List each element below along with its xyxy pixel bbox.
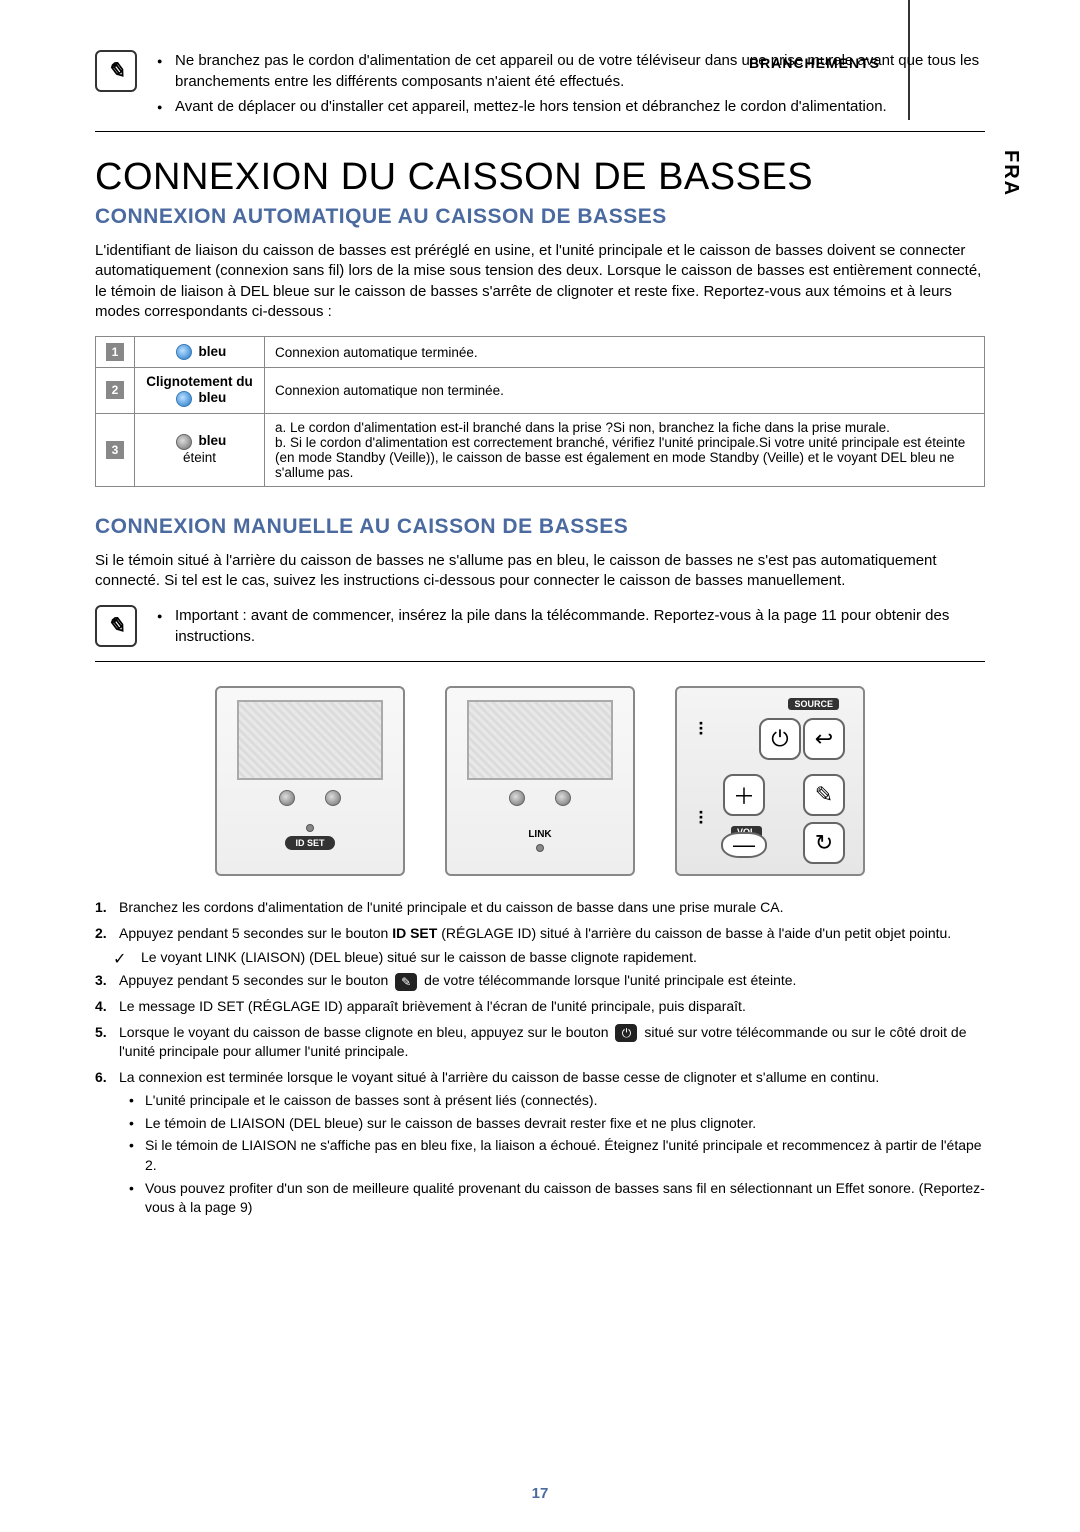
idset-label: ID SET [285, 836, 334, 850]
manual-note-box: ✎ Important : avant de commencer, insére… [95, 605, 985, 662]
source-icon: ↩ [803, 718, 845, 760]
led-state: bleu [135, 337, 265, 368]
step-6: 6.La connexion est terminée lorsque le v… [95, 1068, 985, 1218]
diagram-idset: ID SET [215, 686, 405, 876]
led-desc: a. Le cordon d'alimentation est-il branc… [265, 413, 985, 486]
note-icon: ✎ [95, 50, 137, 92]
sub-bullet: L'unité principale et le caisson de bass… [119, 1091, 985, 1111]
repeat-icon: ↻ [803, 822, 845, 864]
check-icon: ✓ [113, 949, 126, 969]
manual-intro: Si le témoin situé à l'arrière du caisso… [95, 551, 985, 592]
power-icon: ⏻ [759, 718, 801, 760]
step-1: 1.Branchez les cordons d'alimentation de… [95, 898, 985, 918]
plus-icon: ＋ [723, 774, 765, 816]
step-4: 4.Le message ID SET (RÉGLAGE ID) apparaî… [95, 997, 985, 1017]
step-3: 3.Appuyez pendant 5 secondes sur le bout… [95, 971, 985, 991]
diagram-link: LINK [445, 686, 635, 876]
check-line: ✓Le voyant LINK (LIAISON) (DEL bleue) si… [95, 949, 985, 965]
power-inline-icon: ⏻ [615, 1024, 637, 1042]
auto-intro: L'identifiant de liaison du caisson de b… [95, 241, 985, 322]
led-table: 1 bleuConnexion automatique terminée. 2Cl… [95, 336, 985, 487]
mute-inline-icon: ✎ [395, 973, 417, 991]
minus-icon: — [721, 832, 767, 858]
sub-bullet: Vous pouvez profiter d'un son de meilleu… [119, 1179, 985, 1218]
sub-bullet: Si le témoin de LIAISON ne s'affiche pas… [119, 1136, 985, 1175]
row-num: 3 [96, 413, 135, 486]
top-note-box: ✎ Ne branchez pas le cordon d'alimentati… [95, 50, 985, 132]
steps-list: 1.Branchez les cordons d'alimentation de… [95, 898, 985, 943]
dots-icon: ⠇ [697, 809, 710, 830]
source-label: SOURCE [788, 698, 839, 710]
link-label: LINK [528, 829, 551, 840]
led-state: bleuéteint [135, 413, 265, 486]
step-2: 2.Appuyez pendant 5 secondes sur le bout… [95, 924, 985, 944]
step-5: 5.Lorsque le voyant du caisson de basse … [95, 1023, 985, 1062]
page-number: 17 [0, 1485, 1080, 1502]
led-state: Clignotement du bleu [135, 368, 265, 414]
note-item: Avant de déplacer ou d'installer cet app… [157, 96, 985, 117]
mute-icon: ✎ [803, 774, 845, 816]
auto-heading: CONNEXION AUTOMATIQUE AU CAISSON DE BASS… [95, 205, 985, 229]
sub-bullets: L'unité principale et le caisson de bass… [119, 1091, 985, 1218]
note-icon: ✎ [95, 605, 137, 647]
led-desc: Connexion automatique non terminée. [265, 368, 985, 414]
row-num: 1 [96, 337, 135, 368]
steps-list-cont: 3.Appuyez pendant 5 secondes sur le bout… [95, 971, 985, 1218]
top-note-list: Ne branchez pas le cordon d'alimentation… [157, 50, 985, 121]
row-num: 2 [96, 368, 135, 414]
manual-heading: CONNEXION MANUELLE AU CAISSON DE BASSES [95, 515, 985, 539]
diagram-remote: SOURCE VOL ⏻ ↩ ＋ ✎ — ↻ ⠇ ⠇ [675, 686, 865, 876]
manual-note-list: Important : avant de commencer, insérez … [157, 605, 985, 651]
dots-icon: ⠇ [697, 720, 710, 741]
note-item: Ne branchez pas le cordon d'alimentation… [157, 50, 985, 92]
diagram-row: ID SET LINK SOURCE VOL ⏻ ↩ ＋ ✎ — ↻ ⠇ ⠇ [95, 686, 985, 876]
led-desc: Connexion automatique terminée. [265, 337, 985, 368]
language-tab: FRA [999, 150, 1022, 197]
page-title: CONNEXION DU CAISSON DE BASSES [95, 156, 985, 199]
manual-note-text: Important : avant de commencer, insérez … [157, 605, 985, 647]
sub-bullet: Le témoin de LIAISON (DEL bleue) sur le … [119, 1114, 985, 1134]
